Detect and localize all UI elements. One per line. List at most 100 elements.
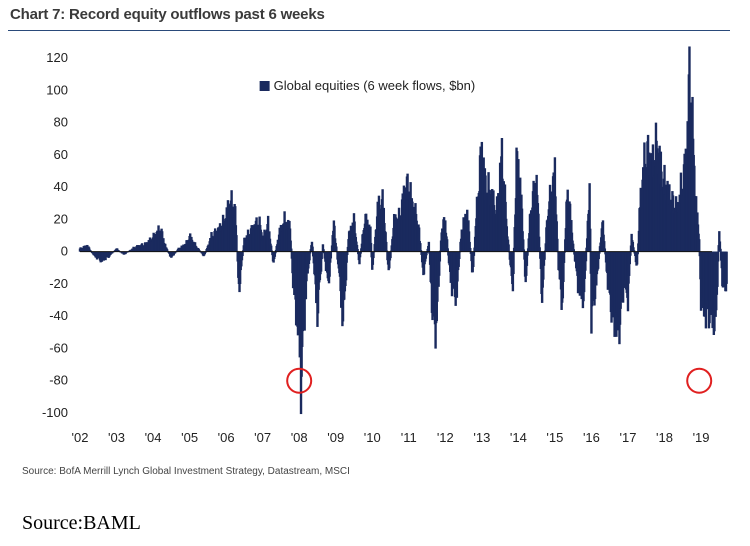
series-bar	[389, 251, 392, 259]
y-tick-label: 40	[54, 179, 68, 194]
series-bar	[512, 251, 515, 275]
series-bar	[419, 250, 423, 252]
x-tick-label: '09	[327, 430, 344, 445]
series-bar	[371, 251, 375, 265]
x-tick-label: '03	[108, 430, 125, 445]
y-tick-label: -100	[42, 405, 68, 420]
series-bar	[319, 251, 323, 272]
y-tick-label: 60	[54, 147, 68, 162]
series-bar	[311, 246, 314, 252]
series-bar	[719, 248, 722, 252]
x-tick-label: '18	[656, 430, 673, 445]
series-bar	[173, 251, 177, 254]
equity-flows-chart: 120 100 80 60 40 20 0 -20 -40 -60 -80 -100 '02 '03 '04…	[42, 46, 728, 445]
series-bar	[270, 250, 273, 252]
x-tick-label: '14	[510, 430, 527, 445]
series-bar	[458, 251, 461, 260]
y-tick-label: -60	[49, 340, 68, 355]
x-tick-label: '19	[693, 430, 710, 445]
series-bar	[384, 232, 387, 252]
chart-title: Chart 7: Record equity outflows past 6 w…	[10, 6, 325, 23]
highlight-circle	[286, 367, 313, 394]
x-tick-label: '11	[401, 430, 417, 445]
series-bar	[562, 251, 565, 282]
series-bar	[359, 251, 362, 254]
series-bar	[603, 248, 607, 252]
series-bar	[525, 251, 529, 266]
series-bar	[628, 251, 631, 265]
series-bar	[543, 251, 546, 260]
series-bar	[636, 251, 639, 255]
series-bar	[555, 221, 558, 252]
series-bar	[716, 251, 720, 262]
y-tick-label: 120	[46, 50, 68, 65]
series-bar	[632, 247, 635, 252]
series-bar	[589, 228, 592, 252]
series-bar	[385, 241, 388, 252]
series-bar	[345, 251, 348, 263]
series-bar	[356, 249, 359, 252]
title-rule	[8, 30, 730, 31]
series-bar	[472, 251, 476, 256]
series-bar	[603, 241, 606, 252]
y-tick-label: -40	[49, 308, 68, 323]
series-bar	[290, 248, 293, 252]
series-bar	[289, 240, 292, 252]
x-tick-label: '02	[72, 430, 89, 445]
series-bar	[89, 250, 92, 252]
x-tick-label: '07	[254, 430, 271, 445]
series-bar	[522, 249, 526, 252]
series-bar	[598, 251, 601, 254]
series-bar	[537, 213, 540, 252]
series-bar	[522, 239, 525, 252]
series-bar	[358, 251, 361, 265]
y-tick-label: 80	[54, 115, 68, 130]
x-tick-label: '15	[546, 430, 563, 445]
series-bar	[241, 251, 244, 256]
series-bar	[372, 251, 375, 259]
x-tick-label: '10	[364, 430, 381, 445]
series-bar	[597, 251, 600, 260]
x-tick-label: '04	[145, 430, 162, 445]
series-bar	[203, 251, 207, 255]
series-bar	[596, 251, 600, 269]
series-bar	[87, 247, 91, 252]
series-bar	[344, 251, 348, 281]
series-bar	[308, 251, 312, 254]
series-bar	[631, 241, 635, 252]
x-tick-label: '12	[437, 430, 454, 445]
series-bar	[111, 251, 114, 254]
series-bar	[320, 251, 323, 260]
x-tick-label: '17	[620, 430, 637, 445]
series-bar	[718, 231, 721, 252]
series-bar	[563, 251, 566, 253]
y-tick-label: -20	[49, 276, 68, 291]
series-bar	[507, 244, 510, 252]
series-bar	[472, 251, 475, 268]
series-bar	[725, 251, 728, 284]
series-bar	[588, 183, 591, 252]
series-bar	[328, 251, 331, 277]
series-bar	[346, 251, 349, 255]
series-bar	[469, 248, 472, 252]
x-tick-label: '06	[218, 430, 235, 445]
series-bar	[273, 251, 277, 257]
series-bar	[269, 245, 273, 252]
series-bar	[322, 249, 325, 252]
series-bar	[438, 251, 442, 262]
series-bar	[457, 251, 460, 267]
series-bar	[556, 238, 559, 252]
series-bar	[321, 244, 325, 252]
source-note: Source: BofA Merrill Lynch Global Invest…	[22, 466, 350, 477]
series-bar	[698, 239, 701, 252]
x-tick-label: '05	[181, 430, 198, 445]
series-bar	[329, 251, 333, 259]
y-tick-label: -80	[49, 373, 68, 388]
series-bar	[417, 227, 421, 252]
series-bar	[520, 208, 524, 252]
series-bar	[369, 226, 372, 252]
x-tick-label: '08	[291, 430, 308, 445]
series-bar	[629, 251, 632, 256]
series-bar	[427, 241, 431, 252]
series-bar	[467, 231, 471, 252]
